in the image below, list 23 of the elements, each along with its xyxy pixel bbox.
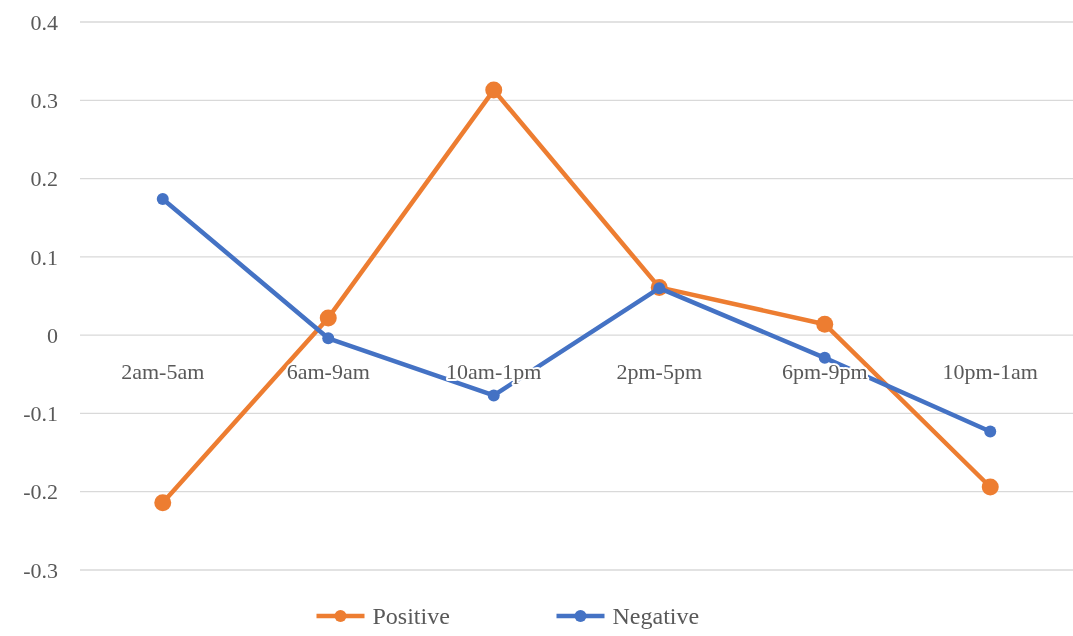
point	[984, 425, 997, 438]
point	[154, 494, 172, 512]
y-tick-label: -0.1	[23, 401, 58, 427]
point	[487, 389, 500, 402]
x-tick-label: 2pm-5pm	[616, 359, 703, 385]
point	[981, 478, 999, 496]
x-tick-label: 6am-9am	[286, 359, 370, 385]
y-tick-label: -0.3	[23, 557, 58, 583]
y-tick-label: -0.2	[23, 479, 58, 505]
point	[322, 332, 335, 345]
point	[816, 315, 834, 333]
point	[156, 192, 169, 205]
point	[485, 81, 503, 99]
y-tick-label: 0.2	[30, 166, 58, 192]
point	[319, 309, 337, 327]
y-tick-label: 0.4	[30, 9, 58, 35]
x-tick-label: 10pm-1am	[942, 359, 1038, 385]
y-tick-label: 0.1	[30, 244, 58, 270]
y-tick-label: 0.3	[30, 87, 58, 113]
legend-label: Negative	[612, 603, 700, 629]
y-tick-label: 0	[47, 322, 58, 348]
x-tick-label: 2am-5am	[121, 359, 205, 385]
legend-label: Positive	[372, 603, 450, 629]
